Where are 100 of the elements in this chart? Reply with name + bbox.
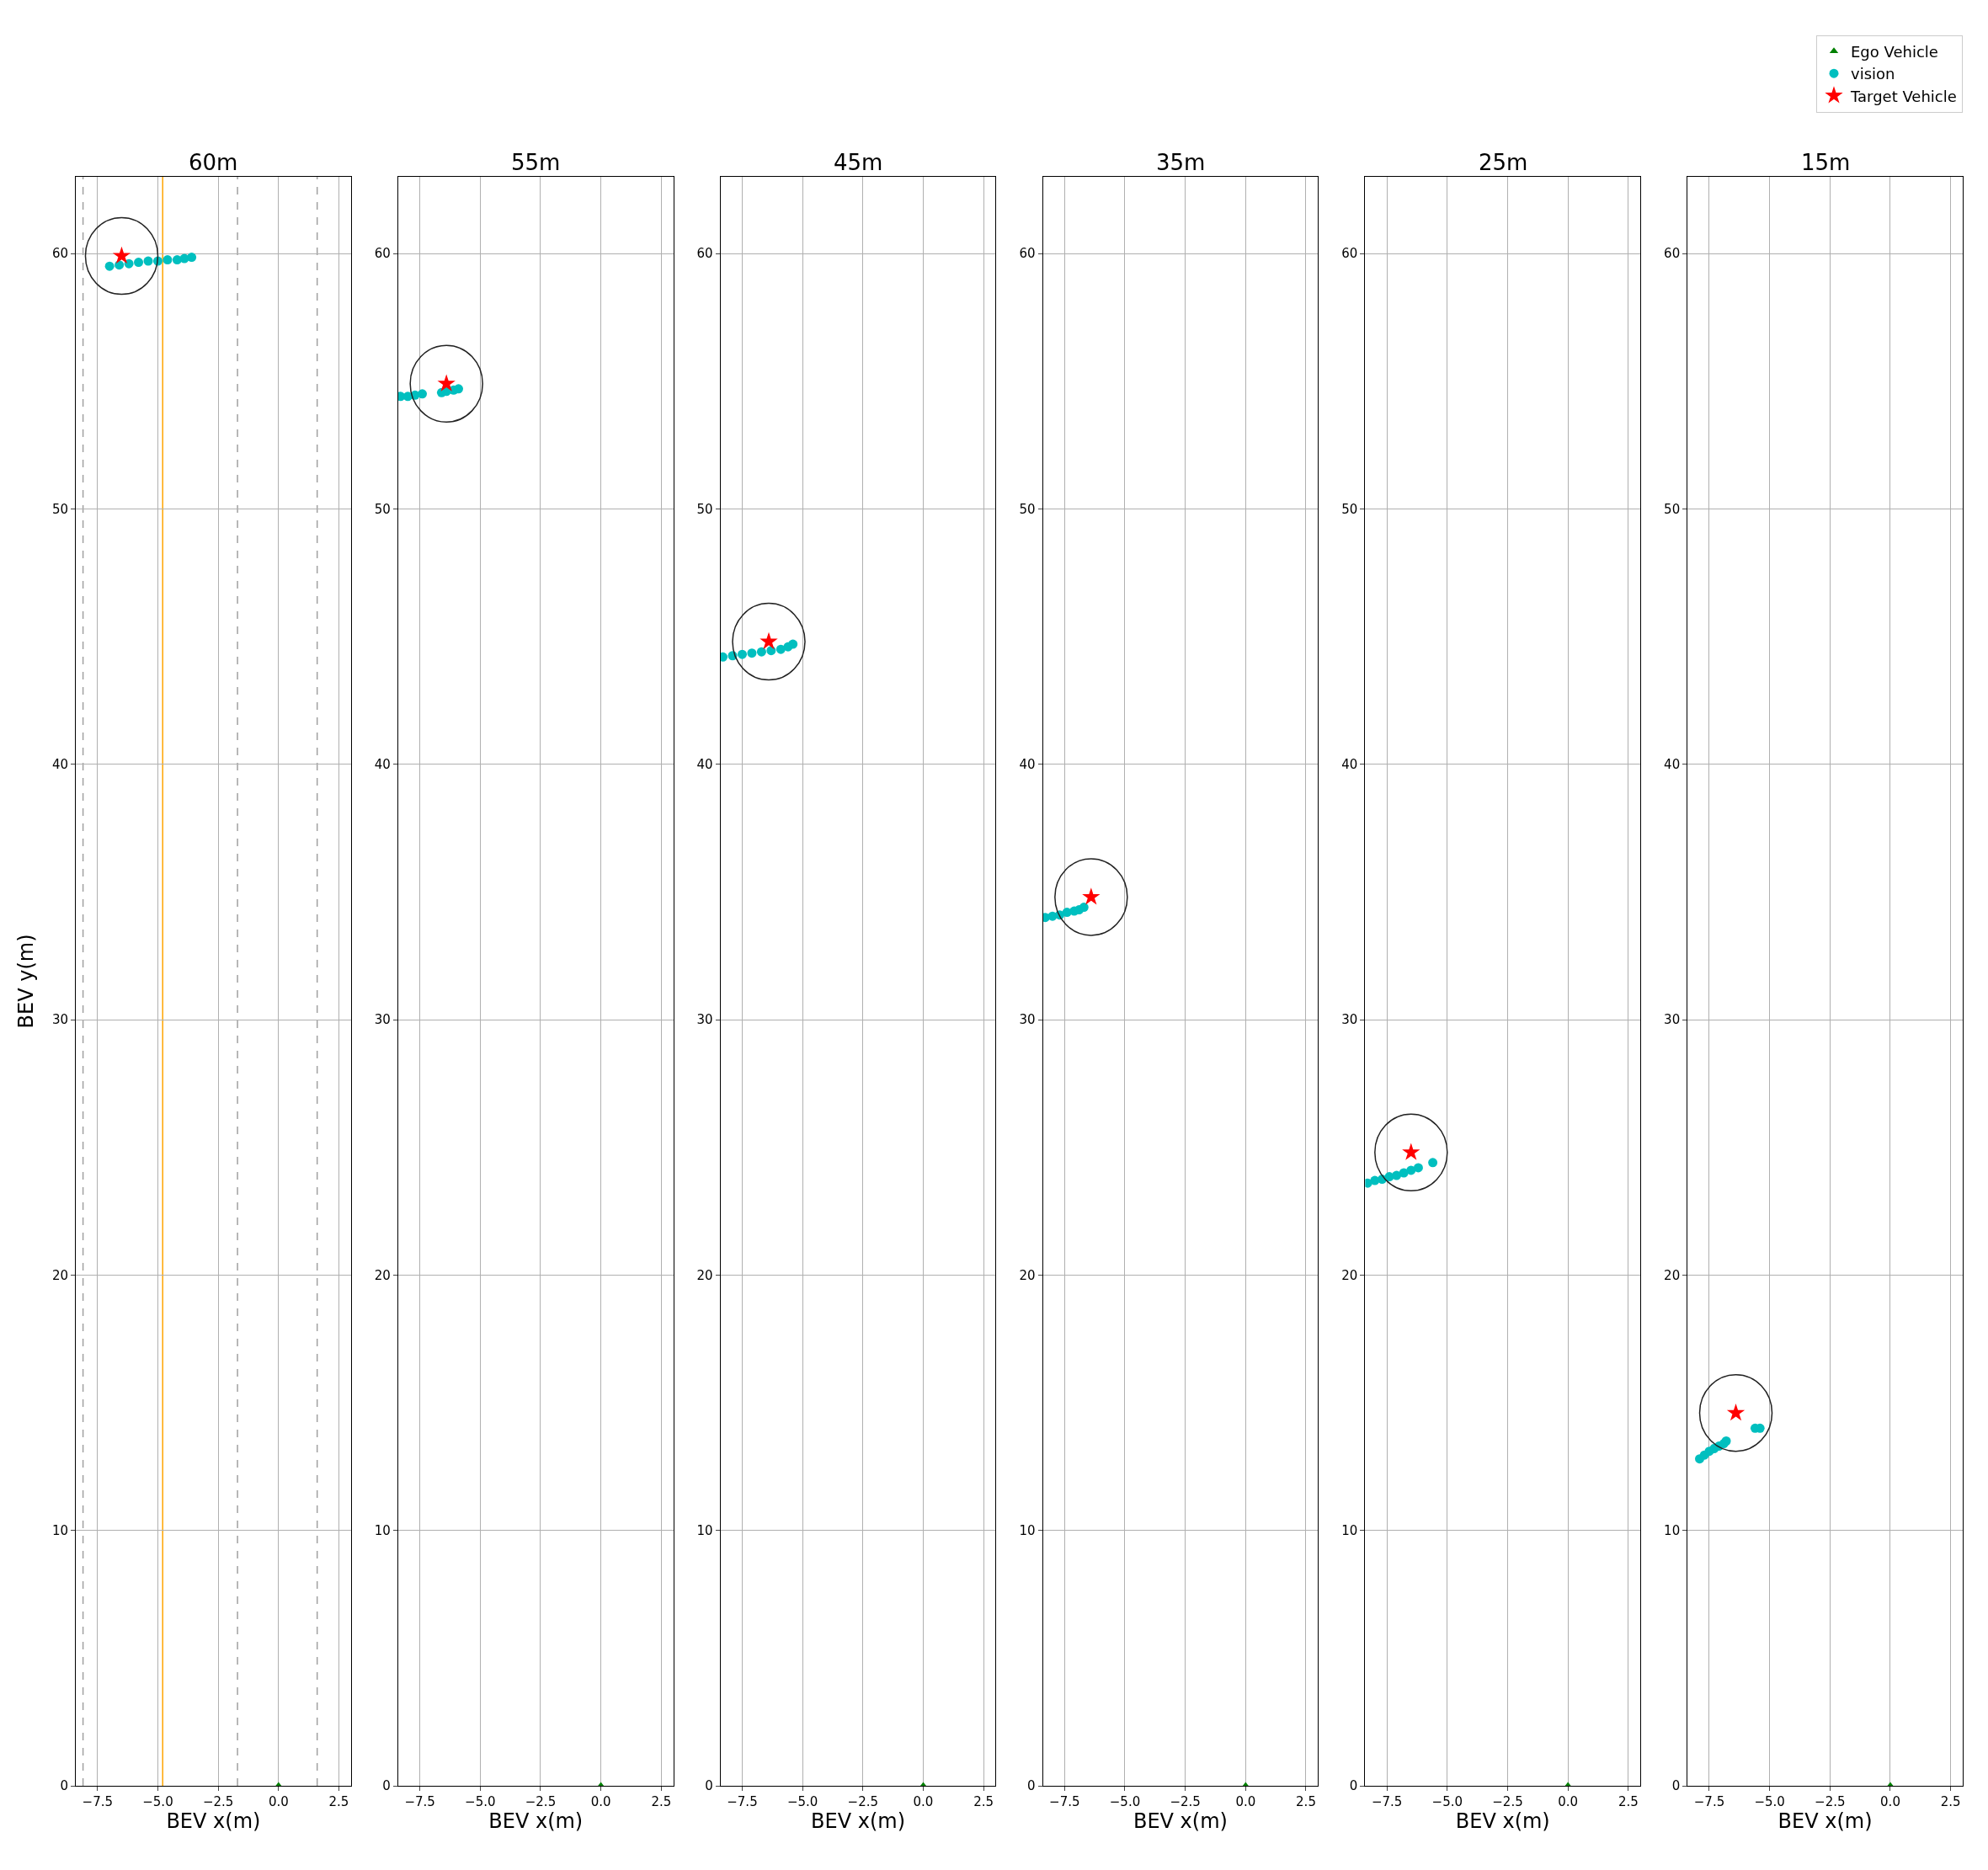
x-tick-label: 2.5 xyxy=(651,1794,672,1809)
x-tick-label: −7.5 xyxy=(1049,1794,1080,1809)
y-tick-label: 30 xyxy=(51,1012,68,1028)
point xyxy=(788,639,798,649)
point xyxy=(720,652,728,662)
y-tick-label: 10 xyxy=(51,1522,68,1538)
x-tick-label: −7.5 xyxy=(1371,1794,1403,1809)
x-tick-label: −5.0 xyxy=(1109,1794,1141,1809)
point xyxy=(172,255,182,265)
point xyxy=(1402,1143,1420,1160)
y-tick-label: 50 xyxy=(1341,501,1358,517)
legend-label: Target Vehicle xyxy=(1850,87,1957,105)
point xyxy=(187,253,197,263)
x-axis-title: BEV x(m) xyxy=(1455,1809,1550,1833)
y-tick-label: 30 xyxy=(1019,1012,1036,1028)
x-tick-label: −2.5 xyxy=(202,1794,234,1809)
x-axis-title: BEV x(m) xyxy=(488,1809,584,1833)
y-tick-label: 50 xyxy=(1664,501,1681,517)
y-tick-label: 0 xyxy=(1671,1778,1681,1794)
x-tick-label: −5.0 xyxy=(1754,1794,1785,1809)
y-tick-label: 20 xyxy=(696,1267,713,1283)
y-tick-label: 30 xyxy=(374,1012,391,1028)
x-tick-label: −5.0 xyxy=(465,1794,496,1809)
point xyxy=(163,255,173,265)
chart-title: 15m xyxy=(1801,150,1851,175)
y-tick-label: 60 xyxy=(1341,246,1358,262)
y-tick-label: 10 xyxy=(374,1522,391,1538)
chart-title: 60m xyxy=(189,150,238,175)
point xyxy=(737,649,747,659)
point xyxy=(143,256,153,266)
x-tick-label: 0.0 xyxy=(590,1794,611,1809)
y-tick-label: 30 xyxy=(696,1012,713,1028)
x-tick-label: 2.5 xyxy=(328,1794,349,1809)
y-tick-label: 30 xyxy=(1341,1012,1358,1028)
y-tick-label: 0 xyxy=(382,1778,391,1794)
chart-title: 45m xyxy=(834,150,883,175)
y-tick-label: 0 xyxy=(1349,1778,1358,1794)
chart-title: 55m xyxy=(511,150,561,175)
point xyxy=(112,246,131,264)
y-tick-label: 20 xyxy=(374,1267,391,1283)
y-tick-label: 0 xyxy=(705,1778,713,1794)
point xyxy=(756,647,766,657)
y-tick-label: 40 xyxy=(51,756,68,772)
x-tick-label: 0.0 xyxy=(268,1794,289,1809)
point xyxy=(747,648,757,658)
y-tick-label: 60 xyxy=(51,246,68,262)
y-tick-label: 20 xyxy=(1664,1267,1681,1283)
x-tick-label: −2.5 xyxy=(1492,1794,1523,1809)
point xyxy=(134,258,144,268)
point xyxy=(759,631,778,650)
y-tick-label: 50 xyxy=(51,501,68,517)
y-tick-label: 30 xyxy=(1664,1012,1681,1028)
legend-label: vision xyxy=(1851,65,1895,83)
x-tick-label: 2.5 xyxy=(973,1794,994,1809)
y-tick-label: 10 xyxy=(1019,1522,1036,1538)
point xyxy=(437,374,456,392)
x-tick-label: −5.0 xyxy=(142,1794,173,1809)
x-axis-title: BEV x(m) xyxy=(811,1809,906,1833)
y-tick-label: 40 xyxy=(1664,756,1681,772)
x-tick-label: −5.0 xyxy=(1431,1794,1463,1809)
y-tick-label: 60 xyxy=(1019,246,1036,262)
y-tick-label: 0 xyxy=(60,1778,68,1794)
x-axis-title: BEV x(m) xyxy=(1777,1809,1873,1833)
y-tick-label: 20 xyxy=(51,1267,68,1283)
x-tick-label: 0.0 xyxy=(1235,1794,1256,1809)
y-tick-label: 50 xyxy=(374,501,391,517)
y-tick-label: 20 xyxy=(1341,1267,1358,1283)
x-tick-label: −7.5 xyxy=(82,1794,114,1809)
x-tick-label: −7.5 xyxy=(1693,1794,1725,1809)
y-tick-label: 20 xyxy=(1019,1267,1036,1283)
x-tick-label: 0.0 xyxy=(1880,1794,1900,1809)
x-tick-label: −2.5 xyxy=(1815,1794,1846,1809)
y-tick-label: 40 xyxy=(1019,756,1036,772)
point xyxy=(1413,1163,1423,1173)
x-tick-label: −7.5 xyxy=(727,1794,758,1809)
y-tick-label: 10 xyxy=(1664,1522,1681,1538)
point xyxy=(1428,1158,1438,1168)
x-tick-label: 0.0 xyxy=(913,1794,934,1809)
point xyxy=(775,644,786,654)
x-axis-title: BEV x(m) xyxy=(166,1809,261,1833)
point xyxy=(1079,903,1089,913)
y-tick-label: 50 xyxy=(696,501,713,517)
x-tick-label: 2.5 xyxy=(1940,1794,1961,1809)
y-tick-label: 60 xyxy=(374,246,391,262)
y-tick-label: 50 xyxy=(1019,501,1036,517)
x-axis-title: BEV x(m) xyxy=(1133,1809,1228,1833)
x-tick-label: −2.5 xyxy=(1170,1794,1201,1809)
point xyxy=(418,389,428,399)
x-tick-label: 2.5 xyxy=(1296,1794,1316,1809)
y-tick-label: 60 xyxy=(696,246,713,262)
point xyxy=(1082,887,1101,905)
y-tick-label: 10 xyxy=(1341,1522,1358,1538)
x-tick-label: −2.5 xyxy=(847,1794,879,1809)
y-tick-label: 0 xyxy=(1026,1778,1036,1794)
legend-label: Ego Vehicle xyxy=(1851,42,1938,61)
y-tick-label: 60 xyxy=(1664,246,1681,262)
point xyxy=(104,261,115,271)
x-tick-label: −7.5 xyxy=(404,1794,435,1809)
x-tick-label: −5.0 xyxy=(786,1794,818,1809)
point xyxy=(115,260,125,270)
